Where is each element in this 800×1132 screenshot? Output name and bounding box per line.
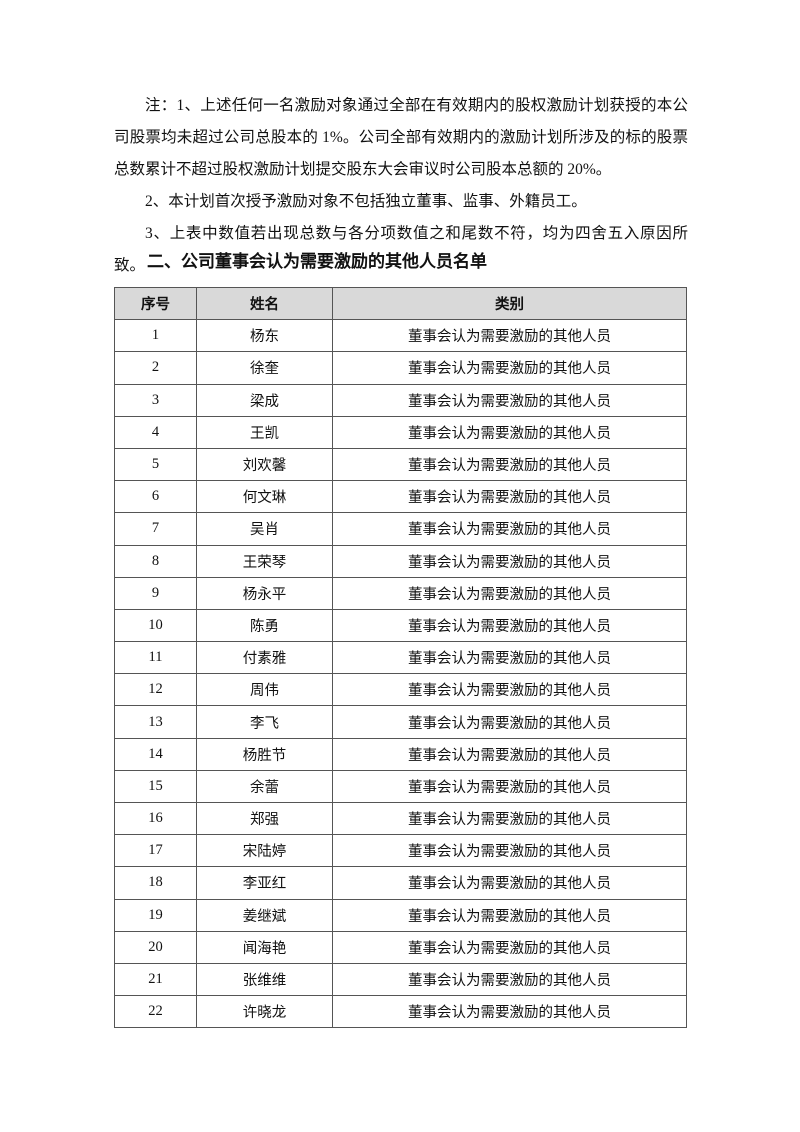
row-index: 13 (114, 705, 197, 739)
row-category: 董事会认为需要激励的其他人员 (332, 705, 687, 739)
row-category: 董事会认为需要激励的其他人员 (332, 351, 687, 385)
row-name: 闻海艳 (196, 930, 333, 964)
row-category: 董事会认为需要激励的其他人员 (332, 480, 687, 514)
row-category: 董事会认为需要激励的其他人员 (332, 576, 687, 610)
row-index: 16 (114, 801, 197, 836)
row-name: 余蕾 (196, 769, 333, 804)
table-row: 1 杨东 董事会认为需要激励的其他人员 (114, 319, 687, 353)
row-index: 1 (114, 319, 197, 353)
row-index: 18 (114, 866, 197, 900)
row-index: 14 (114, 737, 197, 771)
row-category: 董事会认为需要激励的其他人员 (332, 383, 687, 417)
row-name: 何文琳 (196, 480, 333, 514)
row-category: 董事会认为需要激励的其他人员 (332, 512, 687, 546)
row-name: 周伟 (196, 673, 333, 707)
table-row: 13 李飞 董事会认为需要激励的其他人员 (114, 705, 687, 739)
row-name: 宋陆婷 (196, 834, 333, 868)
row-index: 8 (114, 544, 197, 578)
row-category: 董事会认为需要激励的其他人员 (332, 544, 687, 578)
personnel-table: 序号 姓名 类别 1 杨东 董事会认为需要激励的其他人员 2 徐奎 董事会认为需要激励的其… (114, 286, 687, 1029)
row-category: 董事会认为需要激励的其他人员 (332, 930, 687, 964)
row-index: 7 (114, 512, 197, 546)
row-name: 杨永平 (196, 576, 333, 610)
row-category: 董事会认为需要激励的其他人员 (332, 995, 687, 1029)
row-index: 11 (114, 641, 197, 675)
row-category: 董事会认为需要激励的其他人员 (332, 673, 687, 707)
table-row: 22 许晓龙 董事会认为需要激励的其他人员 (114, 995, 687, 1029)
row-category: 董事会认为需要激励的其他人员 (332, 608, 687, 643)
row-name: 张维维 (196, 962, 333, 997)
table-row: 5 刘欢馨 董事会认为需要激励的其他人员 (114, 447, 687, 482)
note-1: 注：1、上述任何一名激励对象通过全部在有效期内的股权激励计划获授的本公司股票均未… (114, 97, 688, 178)
table-row: 17 宋陆婷 董事会认为需要激励的其他人员 (114, 834, 687, 868)
table-row: 2 徐奎 董事会认为需要激励的其他人员 (114, 351, 687, 385)
header-category: 类别 (332, 286, 687, 321)
note-3: 3、上表中数值若出现总数与各分项数值之和尾数不符，均为四舍五入原因所致。 (114, 225, 688, 274)
row-name: 杨胜节 (196, 737, 333, 771)
row-category: 董事会认为需要激励的其他人员 (332, 834, 687, 868)
row-category: 董事会认为需要激励的其他人员 (332, 866, 687, 900)
header-name: 姓名 (196, 286, 333, 321)
row-index: 2 (114, 351, 197, 385)
row-name: 李飞 (196, 705, 333, 739)
row-index: 19 (114, 898, 197, 932)
row-index: 5 (114, 447, 197, 482)
row-name: 郑强 (196, 801, 333, 836)
row-name: 王荣琴 (196, 544, 333, 578)
row-category: 董事会认为需要激励的其他人员 (332, 962, 687, 997)
table-row: 19 姜继斌 董事会认为需要激励的其他人员 (114, 898, 687, 932)
row-category: 董事会认为需要激励的其他人员 (332, 641, 687, 675)
row-category: 董事会认为需要激励的其他人员 (332, 415, 687, 449)
row-index: 15 (114, 769, 197, 804)
row-category: 董事会认为需要激励的其他人员 (332, 769, 687, 804)
row-name: 许晓龙 (196, 995, 333, 1029)
table-row: 8 王荣琴 董事会认为需要激励的其他人员 (114, 544, 687, 578)
row-index: 10 (114, 608, 197, 643)
row-name: 陈勇 (196, 608, 333, 643)
table-row: 14 杨胜节 董事会认为需要激励的其他人员 (114, 737, 687, 771)
row-name: 王凯 (196, 415, 333, 449)
row-index: 22 (114, 995, 197, 1029)
row-index: 17 (114, 834, 197, 868)
row-index: 4 (114, 415, 197, 449)
row-name: 吴肖 (196, 512, 333, 546)
row-name: 姜继斌 (196, 898, 333, 932)
note-2: 2、本计划首次授予激励对象不包括独立董事、监事、外籍员工。 (145, 193, 587, 210)
row-category: 董事会认为需要激励的其他人员 (332, 801, 687, 836)
table-row: 7 吴肖 董事会认为需要激励的其他人员 (114, 512, 687, 546)
table-row: 11 付素雅 董事会认为需要激励的其他人员 (114, 641, 687, 675)
row-index: 12 (114, 673, 197, 707)
table-row: 4 王凯 董事会认为需要激励的其他人员 (114, 415, 687, 449)
table-row: 18 李亚红 董事会认为需要激励的其他人员 (114, 866, 687, 900)
table-row: 21 张维维 董事会认为需要激励的其他人员 (114, 962, 687, 997)
table-row: 10 陈勇 董事会认为需要激励的其他人员 (114, 608, 687, 643)
row-name: 徐奎 (196, 351, 333, 385)
row-name: 付素雅 (196, 641, 333, 675)
row-name: 杨东 (196, 319, 333, 353)
row-index: 6 (114, 480, 197, 514)
row-category: 董事会认为需要激励的其他人员 (332, 898, 687, 932)
row-index: 9 (114, 576, 197, 610)
row-name: 李亚红 (196, 866, 333, 900)
table-header-row: 序号 姓名 类别 (114, 286, 687, 321)
section-title: 二、公司董事会认为需要激励的其他人员名单 (147, 252, 487, 271)
table-row: 20 闻海艳 董事会认为需要激励的其他人员 (114, 930, 687, 964)
row-index: 20 (114, 930, 197, 964)
table-row: 9 杨永平 董事会认为需要激励的其他人员 (114, 576, 687, 610)
notes: 注：1、上述任何一名激励对象通过全部在有效期内的股权激励计划获授的本公司股票均未… (114, 90, 688, 282)
table-row: 6 何文琳 董事会认为需要激励的其他人员 (114, 480, 687, 514)
table-row: 12 周伟 董事会认为需要激励的其他人员 (114, 673, 687, 707)
table-row: 15 余蕾 董事会认为需要激励的其他人员 (114, 769, 687, 804)
row-name: 梁成 (196, 383, 333, 417)
header-index: 序号 (114, 286, 197, 321)
table-row: 16 郑强 董事会认为需要激励的其他人员 (114, 801, 687, 836)
table-row: 3 梁成 董事会认为需要激励的其他人员 (114, 383, 687, 417)
row-category: 董事会认为需要激励的其他人员 (332, 447, 687, 482)
row-name: 刘欢馨 (196, 447, 333, 482)
row-index: 3 (114, 383, 197, 417)
row-category: 董事会认为需要激励的其他人员 (332, 737, 687, 771)
row-index: 21 (114, 962, 197, 997)
row-category: 董事会认为需要激励的其他人员 (332, 319, 687, 353)
